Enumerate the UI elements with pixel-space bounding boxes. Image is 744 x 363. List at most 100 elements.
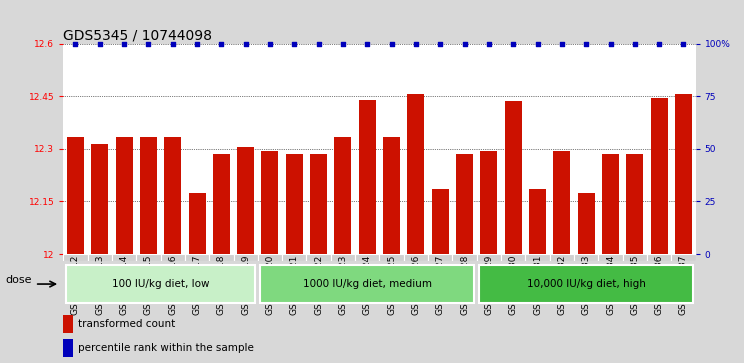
Bar bbox=[626, 154, 644, 254]
Bar bbox=[237, 147, 254, 254]
Bar bbox=[404, 254, 428, 261]
FancyBboxPatch shape bbox=[65, 265, 255, 303]
Bar bbox=[92, 144, 108, 254]
Bar bbox=[359, 100, 376, 254]
Bar bbox=[63, 315, 74, 333]
Bar bbox=[63, 339, 74, 357]
Bar bbox=[88, 254, 112, 261]
Text: GSM1502435: GSM1502435 bbox=[630, 254, 639, 315]
Bar bbox=[456, 154, 473, 254]
Bar bbox=[140, 136, 157, 254]
Text: 10,000 IU/kg diet, high: 10,000 IU/kg diet, high bbox=[527, 279, 646, 289]
Point bbox=[337, 41, 349, 46]
Point bbox=[385, 41, 397, 46]
Bar bbox=[554, 151, 571, 254]
Text: GSM1502425: GSM1502425 bbox=[387, 254, 396, 315]
Text: GSM1502427: GSM1502427 bbox=[436, 254, 445, 315]
Text: GSM1502424: GSM1502424 bbox=[363, 254, 372, 315]
Text: GSM1502423: GSM1502423 bbox=[339, 254, 347, 315]
Text: GSM1502416: GSM1502416 bbox=[168, 254, 177, 315]
Bar bbox=[213, 154, 230, 254]
Text: GSM1502434: GSM1502434 bbox=[606, 254, 615, 315]
Text: GSM1502430: GSM1502430 bbox=[509, 254, 518, 315]
Text: GSM1502414: GSM1502414 bbox=[120, 254, 129, 315]
Text: GSM1502428: GSM1502428 bbox=[460, 254, 469, 315]
Point bbox=[289, 41, 301, 46]
Bar bbox=[675, 94, 692, 254]
Bar bbox=[504, 102, 522, 254]
Bar bbox=[209, 254, 234, 261]
Point bbox=[191, 41, 203, 46]
Bar bbox=[234, 254, 258, 261]
Point bbox=[264, 41, 276, 46]
Bar bbox=[258, 254, 282, 261]
Point bbox=[580, 41, 592, 46]
Point bbox=[458, 41, 470, 46]
Text: 1000 IU/kg diet, medium: 1000 IU/kg diet, medium bbox=[303, 279, 432, 289]
Bar bbox=[647, 254, 671, 261]
Text: GSM1502436: GSM1502436 bbox=[655, 254, 664, 315]
Point bbox=[678, 41, 690, 46]
FancyBboxPatch shape bbox=[479, 265, 693, 303]
Text: GSM1502421: GSM1502421 bbox=[290, 254, 299, 315]
Bar bbox=[598, 254, 623, 261]
Bar bbox=[651, 98, 667, 254]
Bar bbox=[115, 136, 132, 254]
Text: GSM1502431: GSM1502431 bbox=[533, 254, 542, 315]
Point bbox=[94, 41, 106, 46]
Text: GSM1502422: GSM1502422 bbox=[314, 254, 323, 315]
Bar bbox=[161, 254, 185, 261]
Bar bbox=[136, 254, 161, 261]
Bar bbox=[286, 154, 303, 254]
Point bbox=[362, 41, 373, 46]
Point bbox=[142, 41, 154, 46]
Bar bbox=[63, 254, 88, 261]
Bar bbox=[432, 189, 449, 254]
Bar bbox=[185, 254, 209, 261]
Bar bbox=[428, 254, 452, 261]
Point bbox=[216, 41, 228, 46]
Text: GSM1502418: GSM1502418 bbox=[217, 254, 226, 315]
Bar bbox=[331, 254, 355, 261]
Bar bbox=[525, 254, 550, 261]
Bar bbox=[310, 154, 327, 254]
Point bbox=[410, 41, 422, 46]
Text: GSM1502412: GSM1502412 bbox=[71, 254, 80, 315]
Text: GSM1502413: GSM1502413 bbox=[95, 254, 104, 315]
Bar bbox=[379, 254, 404, 261]
Bar bbox=[67, 136, 84, 254]
Point bbox=[653, 41, 665, 46]
Text: GSM1502419: GSM1502419 bbox=[241, 254, 250, 315]
Text: transformed count: transformed count bbox=[77, 319, 175, 330]
Text: dose: dose bbox=[6, 274, 32, 285]
Text: GSM1502437: GSM1502437 bbox=[679, 254, 688, 315]
Point bbox=[507, 41, 519, 46]
Point bbox=[118, 41, 130, 46]
Bar bbox=[452, 254, 477, 261]
Bar bbox=[355, 254, 379, 261]
Point bbox=[312, 41, 324, 46]
Bar bbox=[481, 151, 498, 254]
Text: GSM1502429: GSM1502429 bbox=[484, 254, 493, 315]
Text: GSM1502432: GSM1502432 bbox=[557, 254, 566, 315]
FancyBboxPatch shape bbox=[260, 265, 475, 303]
Bar bbox=[261, 151, 278, 254]
Bar bbox=[602, 154, 619, 254]
Text: GSM1502415: GSM1502415 bbox=[144, 254, 153, 315]
Text: percentile rank within the sample: percentile rank within the sample bbox=[77, 343, 254, 353]
Point bbox=[605, 41, 617, 46]
Bar bbox=[307, 254, 331, 261]
Text: GDS5345 / 10744098: GDS5345 / 10744098 bbox=[63, 28, 212, 42]
Text: GSM1502417: GSM1502417 bbox=[193, 254, 202, 315]
Bar bbox=[577, 193, 594, 254]
Point bbox=[483, 41, 495, 46]
Bar bbox=[188, 193, 205, 254]
Bar bbox=[335, 136, 351, 254]
Text: 100 IU/kg diet, low: 100 IU/kg diet, low bbox=[112, 279, 209, 289]
Point bbox=[556, 41, 568, 46]
Bar bbox=[383, 136, 400, 254]
Point bbox=[69, 41, 81, 46]
Text: GSM1502433: GSM1502433 bbox=[582, 254, 591, 315]
Bar bbox=[282, 254, 307, 261]
Bar bbox=[574, 254, 598, 261]
